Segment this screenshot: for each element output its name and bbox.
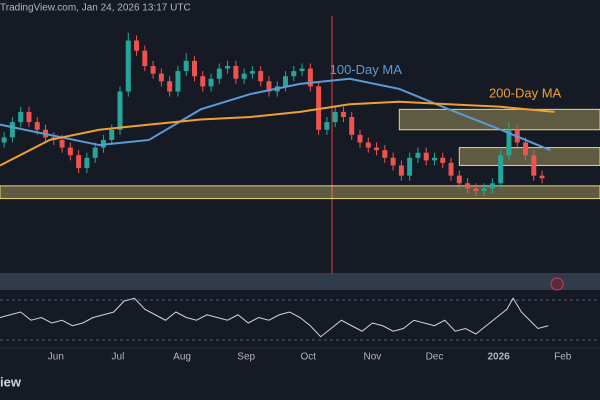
candle-body xyxy=(233,66,239,79)
candle-body xyxy=(489,183,495,189)
moving-average xyxy=(0,77,551,152)
candle-body xyxy=(59,139,65,148)
candle-body xyxy=(125,40,131,92)
moving-average xyxy=(0,100,555,167)
candle-body xyxy=(390,157,396,166)
candle-body xyxy=(415,152,421,158)
candle-body xyxy=(332,111,338,123)
candle-body xyxy=(324,122,330,130)
candle-body xyxy=(249,71,255,74)
candle-body xyxy=(175,71,181,92)
candle-body xyxy=(158,73,164,82)
candle-body xyxy=(109,129,115,140)
candle-body xyxy=(34,122,40,130)
candle-body xyxy=(448,162,454,176)
candle-body xyxy=(407,157,413,176)
x-tick-label: Feb xyxy=(554,352,572,363)
candle-body xyxy=(481,188,487,191)
candle-body xyxy=(440,157,446,163)
candle-body xyxy=(200,76,206,87)
ma-label: 100-Day MA xyxy=(330,62,403,77)
candle-body xyxy=(498,155,504,184)
candle-body xyxy=(291,71,297,77)
alert-icon[interactable] xyxy=(550,277,564,291)
zone xyxy=(0,185,600,200)
candle-body xyxy=(183,60,189,72)
candle-body xyxy=(539,175,545,179)
x-tick-label: Jun xyxy=(48,352,64,363)
candle-body xyxy=(357,134,363,143)
candle-body xyxy=(431,157,437,161)
candle-body xyxy=(142,50,148,66)
candle-body xyxy=(531,155,537,176)
brand: iew xyxy=(0,374,22,389)
candle-body xyxy=(84,157,90,168)
candle-body xyxy=(167,81,173,92)
candle-body xyxy=(150,66,156,74)
candle-body xyxy=(1,137,7,143)
candle-body xyxy=(423,152,429,161)
candle-body xyxy=(208,78,214,87)
x-tick-label: Jul xyxy=(112,352,125,363)
candle-body xyxy=(340,111,346,117)
ma-label: 200-Day MA xyxy=(489,86,562,101)
x-tick-label: 2026 xyxy=(487,352,510,363)
candle-body xyxy=(9,122,15,138)
candle-body xyxy=(523,142,529,156)
x-tick-label: Sep xyxy=(237,352,255,363)
candle-body xyxy=(349,117,355,135)
oscillator-line xyxy=(0,297,549,338)
zone xyxy=(398,108,600,131)
candle-body xyxy=(134,40,140,51)
panel-separator xyxy=(0,273,600,290)
candle-body xyxy=(225,66,231,69)
candle-body xyxy=(117,91,123,130)
candle-body xyxy=(76,155,82,168)
candle-body xyxy=(266,81,272,92)
candle-body xyxy=(299,68,305,72)
candle-body xyxy=(456,175,462,184)
candle-body xyxy=(374,147,380,151)
x-tick-label: Dec xyxy=(426,352,444,363)
candle-body xyxy=(365,142,371,148)
candle-body xyxy=(473,188,479,191)
candle-body xyxy=(398,165,404,176)
candle-body xyxy=(216,68,222,79)
candle-body xyxy=(92,147,98,158)
x-tick-label: Nov xyxy=(364,352,382,363)
candle-body xyxy=(506,129,512,156)
candle-body xyxy=(283,76,289,87)
source-label: TradingView.com, Jan 24, 2026 13:17 UTC xyxy=(0,3,191,14)
candle-body xyxy=(465,183,471,189)
x-tick-label: Oct xyxy=(300,352,316,363)
candle-body xyxy=(26,111,32,123)
candle-body xyxy=(307,68,313,87)
candle-body xyxy=(191,60,197,77)
candle-body xyxy=(382,150,388,158)
candle-body xyxy=(241,73,247,79)
candle-body xyxy=(258,71,264,82)
x-tick-label: Aug xyxy=(173,352,191,363)
candle-body xyxy=(18,111,24,123)
zone xyxy=(458,147,600,166)
candle-body xyxy=(67,147,73,156)
